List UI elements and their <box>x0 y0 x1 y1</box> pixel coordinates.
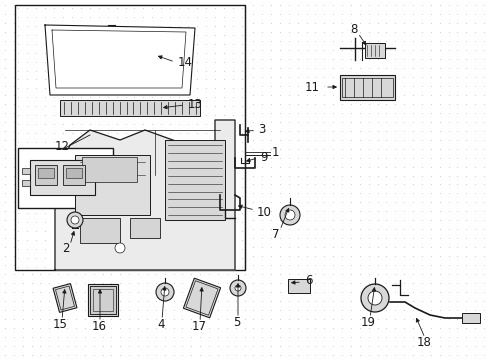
Text: 14: 14 <box>178 55 193 68</box>
Text: 2: 2 <box>62 242 70 255</box>
Bar <box>93 289 113 311</box>
Polygon shape <box>45 25 195 95</box>
Bar <box>80 218 120 243</box>
Text: 3: 3 <box>258 122 265 135</box>
Bar <box>30 160 95 195</box>
Text: 1: 1 <box>271 145 279 158</box>
Text: 18: 18 <box>416 336 430 348</box>
Bar <box>461 313 479 323</box>
Text: 9: 9 <box>260 150 267 163</box>
Text: 5: 5 <box>233 316 240 329</box>
Bar <box>35 165 57 185</box>
Text: 15: 15 <box>52 319 67 332</box>
Circle shape <box>367 291 381 305</box>
Bar <box>88 284 118 316</box>
Text: 11: 11 <box>305 81 319 94</box>
Bar <box>90 286 116 314</box>
Circle shape <box>67 212 83 228</box>
Text: 19: 19 <box>360 316 375 329</box>
Circle shape <box>156 283 174 301</box>
Bar <box>130 218 160 238</box>
Text: 16: 16 <box>91 320 106 333</box>
Bar <box>339 75 394 100</box>
Bar <box>364 43 384 58</box>
Bar <box>38 168 54 178</box>
Bar <box>75 155 150 215</box>
Text: 7: 7 <box>272 228 279 240</box>
Bar <box>185 281 218 315</box>
Bar <box>164 140 224 220</box>
Text: 4: 4 <box>157 319 164 332</box>
Bar <box>56 286 74 310</box>
Circle shape <box>229 280 245 296</box>
Bar <box>60 100 200 116</box>
Circle shape <box>71 216 79 224</box>
Polygon shape <box>55 120 235 270</box>
Bar <box>63 165 85 185</box>
Circle shape <box>285 210 294 220</box>
Bar <box>18 148 113 208</box>
Bar <box>90 286 116 314</box>
Bar <box>22 168 30 174</box>
Circle shape <box>235 285 241 291</box>
Text: 6: 6 <box>305 274 312 288</box>
Circle shape <box>115 243 125 253</box>
Bar <box>22 180 30 186</box>
Bar <box>66 168 82 178</box>
Circle shape <box>280 205 299 225</box>
Text: 17: 17 <box>191 320 206 333</box>
Bar <box>287 279 309 293</box>
Bar <box>15 5 244 270</box>
Bar <box>183 278 220 318</box>
Bar <box>341 78 392 97</box>
Text: 10: 10 <box>257 206 271 219</box>
Text: 13: 13 <box>187 98 203 111</box>
Text: 8: 8 <box>349 23 357 36</box>
Bar <box>82 157 137 182</box>
Circle shape <box>161 288 169 296</box>
Bar <box>53 284 77 312</box>
Circle shape <box>360 284 388 312</box>
Text: 12: 12 <box>54 140 69 153</box>
